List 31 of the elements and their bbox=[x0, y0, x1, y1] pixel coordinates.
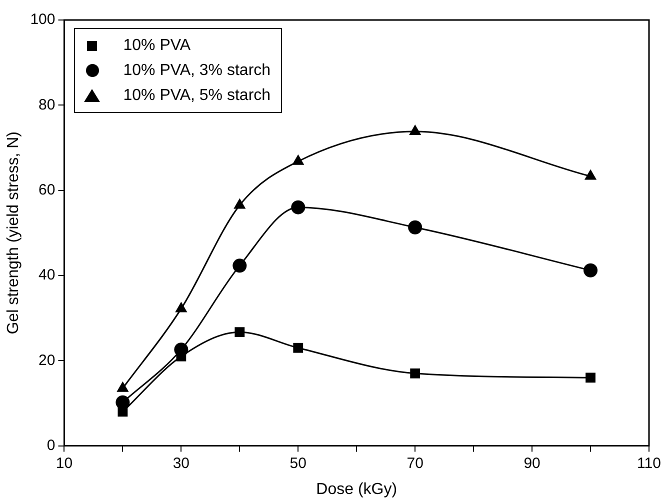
point bbox=[584, 169, 597, 180]
legend-label: 10% PVA bbox=[123, 36, 191, 56]
x-tick-label: 30 bbox=[172, 454, 190, 472]
y-tick-label: 20 bbox=[38, 352, 56, 369]
x-tick-label: 50 bbox=[290, 454, 306, 472]
point bbox=[175, 302, 188, 312]
point bbox=[232, 258, 247, 273]
point bbox=[293, 342, 304, 353]
y-tick-label: 80 bbox=[38, 96, 56, 114]
y-tick-label: 40 bbox=[38, 266, 56, 284]
x-axis-title: Dose (kGy) bbox=[316, 480, 398, 498]
point bbox=[234, 327, 245, 338]
point bbox=[410, 368, 420, 378]
point bbox=[409, 124, 422, 136]
point bbox=[118, 406, 128, 417]
x-tick-label: 90 bbox=[524, 454, 540, 472]
x-tick-label: 70 bbox=[406, 454, 424, 472]
point bbox=[234, 198, 246, 209]
y-axis-title: Gel strength (yield stress, N) bbox=[5, 132, 22, 334]
x-tick-label: 10 bbox=[56, 454, 73, 472]
y-tick-label: 0 bbox=[46, 436, 56, 454]
point bbox=[291, 200, 306, 214]
y-tick-label: 60 bbox=[38, 181, 56, 198]
point bbox=[408, 220, 422, 234]
legend-label: 10% PVA, 5% starch bbox=[123, 86, 271, 106]
x-tick-label: 110 bbox=[637, 454, 661, 472]
point bbox=[292, 154, 304, 165]
legend-label: 10% PVA, 3% starch bbox=[123, 61, 271, 81]
y-tick-label: 100 bbox=[30, 11, 56, 28]
point bbox=[586, 372, 596, 383]
point bbox=[584, 263, 598, 278]
